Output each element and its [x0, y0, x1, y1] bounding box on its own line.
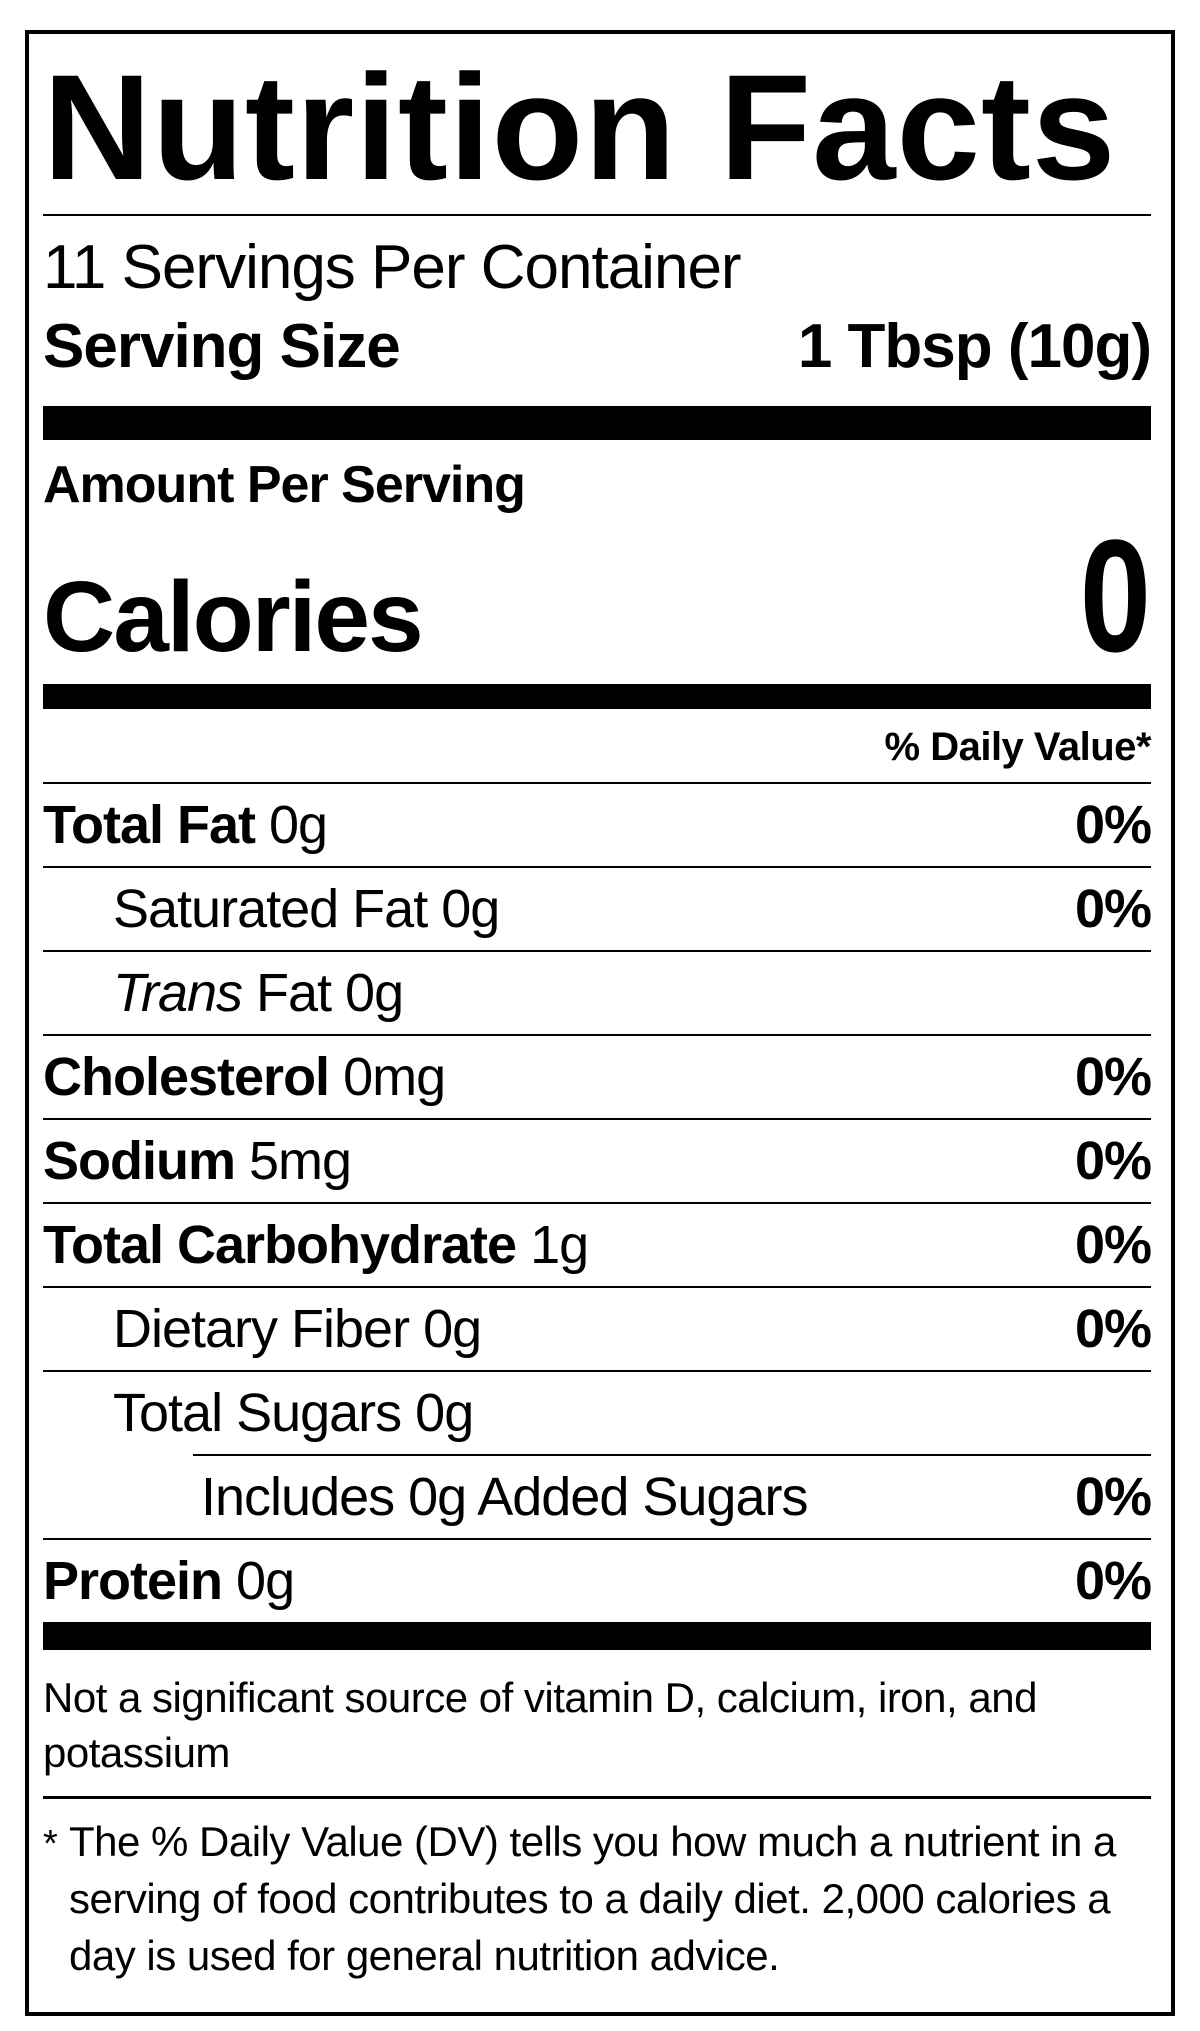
- nutrient-name: Protein 0g: [43, 1551, 295, 1611]
- nutrient-dv: 0%: [1074, 1551, 1152, 1611]
- footnote-text: The % Daily Value (DV) tells you how muc…: [69, 1818, 1116, 1979]
- nutrient-row-total-fat: Total Fat 0g 0%: [43, 782, 1152, 866]
- nutrient-dv: 0%: [1074, 879, 1152, 939]
- nutrient-row-protein: Protein 0g 0%: [43, 1538, 1152, 1622]
- nutrient-name: Trans Fat 0g: [113, 963, 404, 1023]
- nutrient-row-trans-fat: Trans Fat 0g: [43, 950, 1151, 1034]
- title-divider: [43, 214, 1151, 216]
- nutrient-name: Total Sugars 0g: [113, 1383, 474, 1443]
- calories-value: 0: [1079, 506, 1151, 685]
- footnote-divider: [43, 1796, 1151, 1799]
- not-significant-source-note: Not a significant source of vitamin D, c…: [43, 1674, 1037, 1776]
- footnote-asterisk: *: [43, 1823, 58, 1865]
- serving-size-row: Serving Size 1 Tbsp (10g): [43, 310, 1152, 384]
- nutrient-name: Cholesterol 0mg: [43, 1047, 446, 1107]
- calories-label: Calories: [43, 561, 424, 673]
- label-title: Nutrition Facts: [43, 43, 1117, 211]
- thick-divider-calories: [43, 684, 1151, 709]
- nutrient-row-sodium: Sodium 5mg 0%: [43, 1118, 1152, 1202]
- serving-size-value: 1 Tbsp (10g): [797, 312, 1152, 381]
- nutrient-name: Sodium 5mg: [43, 1131, 352, 1191]
- nutrient-row-cholesterol: Cholesterol 0mg 0%: [43, 1034, 1152, 1118]
- daily-value-header: % Daily Value*: [884, 725, 1152, 769]
- nutrient-name: Saturated Fat 0g: [113, 879, 500, 939]
- thick-divider-bottom: [43, 1622, 1151, 1650]
- nutrient-row-total-carbohydrate: Total Carbohydrate 1g 0%: [43, 1202, 1152, 1286]
- thick-divider-top: [43, 406, 1151, 440]
- nutrient-name: Total Carbohydrate 1g: [43, 1215, 589, 1275]
- nutrient-row-added-sugars: Includes 0g Added Sugars 0%: [193, 1454, 1152, 1538]
- nutrient-name: Includes 0g Added Sugars: [201, 1467, 808, 1527]
- nutrient-dv: 0%: [1074, 795, 1152, 855]
- nutrient-name: Total Fat 0g: [43, 795, 328, 855]
- nutrient-dv: 0%: [1074, 1047, 1152, 1107]
- nutrient-dv: 0%: [1074, 1467, 1152, 1527]
- amount-per-serving-label: Amount Per Serving: [43, 456, 526, 514]
- nutrient-row-total-sugars: Total Sugars 0g: [43, 1370, 1151, 1454]
- calories-row: Calories 0: [43, 516, 1151, 676]
- nutrient-row-dietary-fiber: Dietary Fiber 0g 0%: [43, 1286, 1152, 1370]
- daily-value-footnote: * The % Daily Value (DV) tells you how m…: [43, 1813, 1151, 1984]
- nutrient-dv: 0%: [1074, 1131, 1152, 1191]
- serving-size-label: Serving Size: [43, 312, 401, 381]
- nutrient-dv: 0%: [1074, 1299, 1152, 1359]
- nutrient-name: Dietary Fiber 0g: [113, 1299, 482, 1359]
- servings-per-container: 11 Servings Per Container: [43, 233, 742, 302]
- nutrition-facts-label: Nutrition Facts 11 Servings Per Containe…: [25, 30, 1175, 2016]
- nutrient-dv: 0%: [1074, 1215, 1152, 1275]
- nutrient-row-saturated-fat: Saturated Fat 0g 0%: [43, 866, 1152, 950]
